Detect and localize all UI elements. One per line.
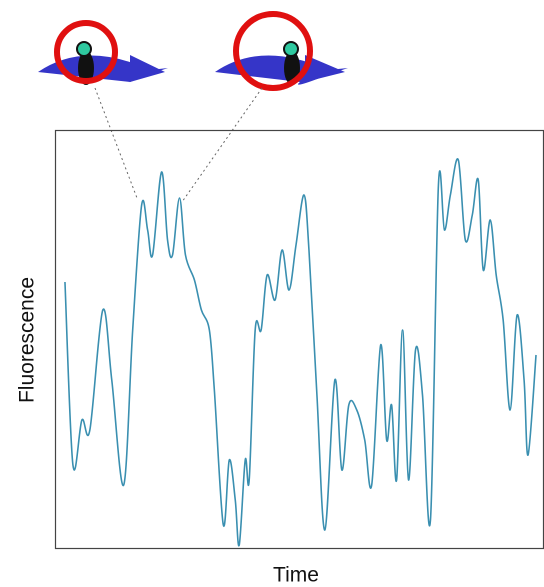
chart: Time Fluorescence [0, 0, 544, 587]
fluorescence-trace [65, 159, 536, 546]
plot-frame [56, 131, 544, 549]
pointer-line [182, 88, 262, 202]
y-axis-label: Fluorescence [16, 277, 39, 403]
page: {"chart_data": {"type": "line", "xlabel"… [0, 0, 544, 587]
pointer-line [95, 88, 137, 198]
eye-icon [215, 14, 348, 88]
eye-icon [38, 23, 168, 85]
x-axis-label: Time [273, 564, 319, 587]
